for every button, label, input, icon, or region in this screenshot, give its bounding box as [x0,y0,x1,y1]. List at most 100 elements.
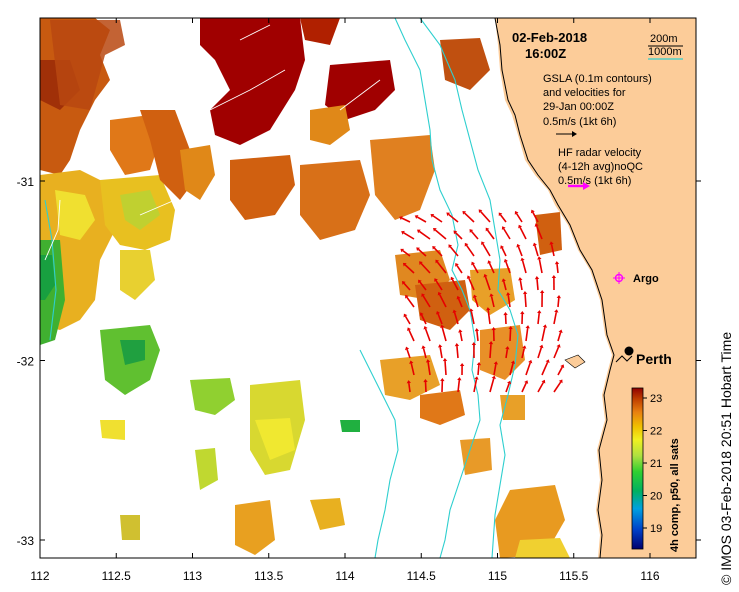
hf-arrow [487,310,491,325]
x-tick-label: 113.5 [254,569,283,583]
hf-arrowhead [534,223,539,227]
hf-arrowhead [554,261,560,265]
hf-arrow [501,247,507,257]
hf-arrow [484,276,491,291]
hf-arrowhead [432,245,436,250]
hf-arrow [553,381,562,393]
land-mass [495,18,696,558]
hf-legend-line2: (4-12h avg)noQC [558,161,643,173]
hf-arrow [541,327,546,342]
hf-arrowhead [487,260,492,264]
hf-arrow [470,311,475,325]
hf-arrow [427,362,431,376]
hf-arrow [541,361,549,376]
legend-1000m: 1000m [648,46,682,58]
hf-arrowhead [485,227,490,232]
hf-arrow [422,348,427,359]
hf-arrow [455,232,463,240]
hf-arrowhead [534,276,540,280]
argo-label: Argo [633,273,659,285]
hf-arrowhead [421,293,426,298]
hf-arrowhead [446,212,451,217]
hf-arrowhead [505,346,510,350]
hf-arrowhead [462,210,467,215]
hf-arrowhead [516,243,521,248]
hf-arrowhead [452,309,457,314]
hf-arrow [449,246,459,257]
hf-arrow [505,383,510,393]
hf-arrow [519,280,523,291]
colorbar-gradient [631,387,644,550]
hf-arrowhead [418,279,422,284]
hf-arrowhead [448,244,453,249]
hf-arrowhead [407,327,412,332]
hf-arrow [432,215,443,223]
hf-arrowhead [501,226,506,230]
gsla-scale-arrow [556,131,577,137]
hf-arrowhead [510,360,516,364]
y-tick-label: -32 [17,355,35,369]
hf-arrowhead [454,343,460,347]
hf-arrow [489,343,492,359]
map-time: 16:00Z [525,46,566,61]
hf-arrowhead [476,362,482,366]
hf-arrow [401,217,411,223]
hf-arrow [524,293,527,308]
hf-arrow [416,216,427,223]
hf-arrow [521,382,527,393]
hf-arrow [439,347,443,359]
hf-arrowhead [506,292,511,296]
hf-legend-line1: HF radar velocity [558,147,642,159]
hf-arrow [457,379,461,393]
hf-arrow [515,213,523,223]
hf-arrowhead [455,263,459,267]
hf-arrow [441,327,447,342]
hf-arrowhead [402,262,407,267]
hf-arrowhead [435,310,441,315]
hf-arrowhead [558,329,563,334]
perth-marker [615,346,634,363]
hf-arrow [537,312,541,325]
y-tick-label: -33 [17,534,35,548]
hf-arrow [464,212,475,223]
hf-arrowhead [450,276,455,281]
colorbar-tick-label: 19 [650,523,662,535]
colorbar-tick-label: 21 [650,458,662,470]
colorbar: 23 22 21 20 19 4h comp, p50, all sats [631,387,681,552]
hf-arrow [550,244,555,257]
hf-arrowhead [478,209,483,214]
hf-arrow [480,211,491,223]
hf-arrowhead [437,344,443,348]
hf-arrowhead [437,291,442,296]
hf-arrow [408,382,411,393]
hf-arrowhead [401,230,405,235]
hf-arrow [456,265,463,274]
hf-arrow [521,348,526,359]
hf-arrowhead [491,327,496,331]
hf-arrowhead [456,295,461,300]
hf-arrowhead [558,379,563,384]
hf-arrowhead [524,380,529,384]
hf-arrowhead [489,293,494,297]
hf-arrow [465,244,475,257]
hf-arrowhead [402,281,406,285]
hf-arrow [468,277,475,291]
gsla-legend-line2: and velocities for [543,87,626,99]
hf-arrowhead [530,209,535,214]
hf-arrow [418,230,431,240]
hf-arrow [459,332,463,342]
hf-arrowhead [471,261,476,266]
hf-arrowhead [498,212,503,217]
hf-arrow [537,347,543,359]
hf-arrowhead [493,361,499,365]
hf-arrowhead [471,342,477,346]
hf-arrowhead [433,228,437,232]
argo-marker [613,272,625,284]
hf-arrow [493,364,497,376]
hf-arrow [444,360,447,376]
hf-arrowhead [419,312,424,316]
x-tick-label: 115 [488,569,507,583]
x-tick-label: 114 [335,569,354,583]
hf-arrowhead [469,308,474,312]
hf-arrowhead [405,346,410,351]
